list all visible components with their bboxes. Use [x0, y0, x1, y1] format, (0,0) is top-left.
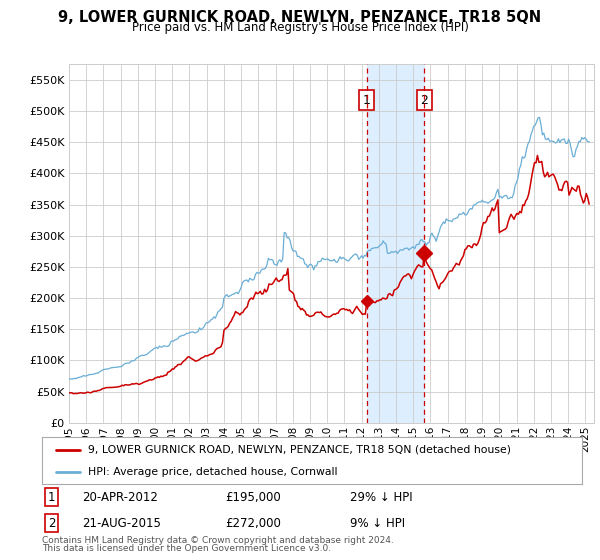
Text: 9% ↓ HPI: 9% ↓ HPI: [350, 516, 405, 530]
Text: 29% ↓ HPI: 29% ↓ HPI: [350, 491, 412, 504]
Text: 2: 2: [48, 516, 55, 530]
Text: 21-AUG-2015: 21-AUG-2015: [83, 516, 161, 530]
Bar: [367, 64, 424, 423]
Text: Price paid vs. HM Land Registry's House Price Index (HPI): Price paid vs. HM Land Registry's House …: [131, 21, 469, 34]
Text: 2: 2: [421, 94, 428, 107]
Text: 9, LOWER GURNICK ROAD, NEWLYN, PENZANCE, TR18 5QN: 9, LOWER GURNICK ROAD, NEWLYN, PENZANCE,…: [58, 10, 542, 25]
Text: HPI: Average price, detached house, Cornwall: HPI: Average price, detached house, Corn…: [88, 466, 337, 477]
Text: £272,000: £272,000: [226, 516, 281, 530]
Text: 20-APR-2012: 20-APR-2012: [83, 491, 158, 504]
Text: 9, LOWER GURNICK ROAD, NEWLYN, PENZANCE, TR18 5QN (detached house): 9, LOWER GURNICK ROAD, NEWLYN, PENZANCE,…: [88, 445, 511, 455]
Text: £195,000: £195,000: [226, 491, 281, 504]
Text: This data is licensed under the Open Government Licence v3.0.: This data is licensed under the Open Gov…: [42, 544, 331, 553]
Text: Contains HM Land Registry data © Crown copyright and database right 2024.: Contains HM Land Registry data © Crown c…: [42, 536, 394, 545]
Text: 1: 1: [363, 94, 371, 107]
Text: 1: 1: [48, 491, 55, 504]
